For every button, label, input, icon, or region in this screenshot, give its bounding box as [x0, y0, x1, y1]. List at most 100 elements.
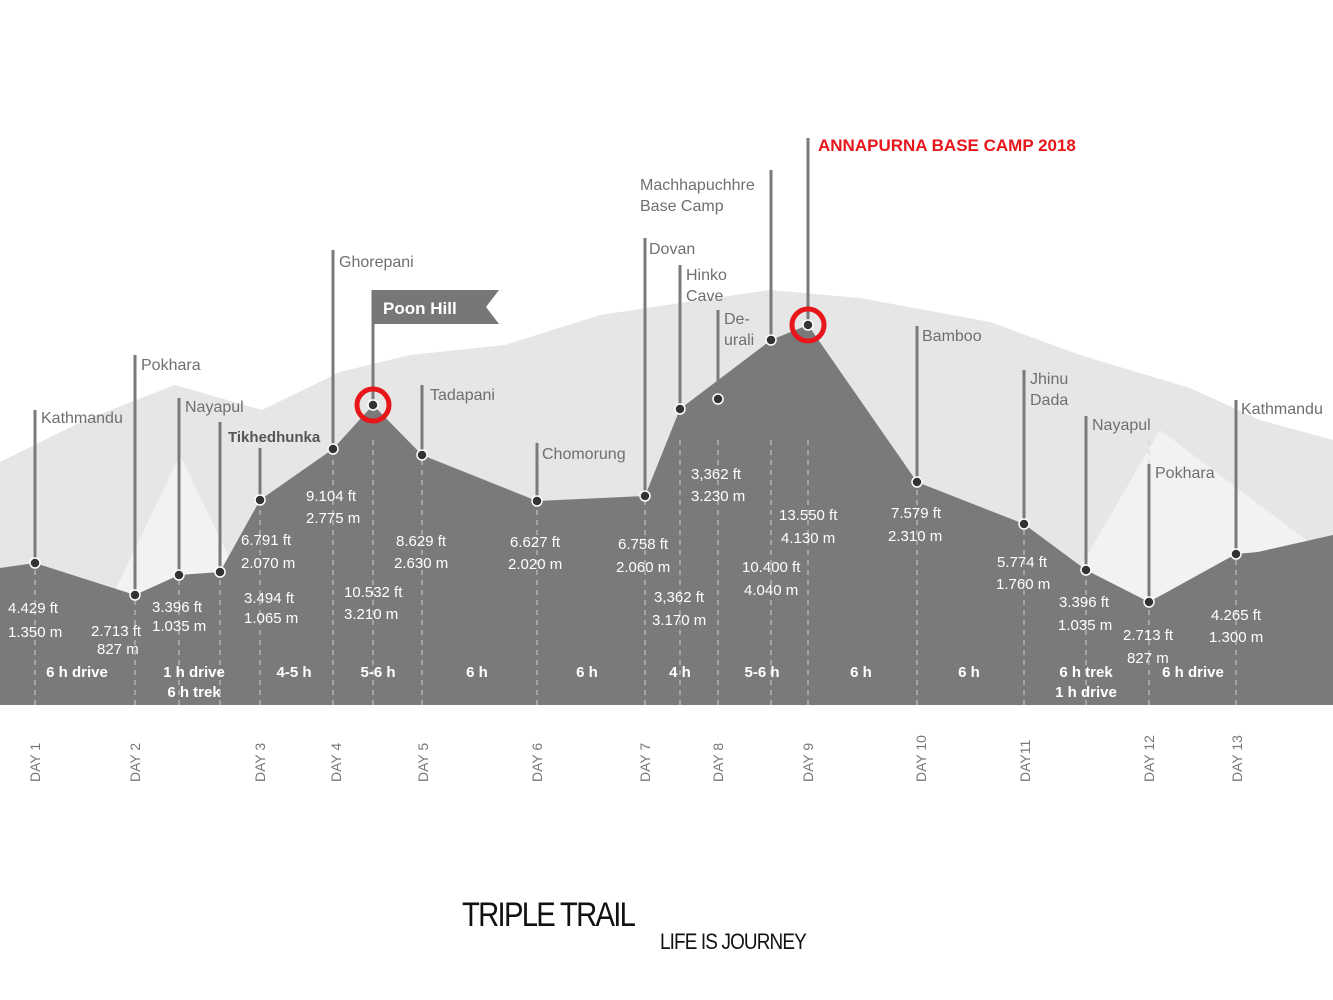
stop-marker	[327, 443, 339, 455]
stop-name: Dada	[1030, 392, 1068, 409]
duration-label: 4-5 h	[276, 664, 311, 681]
day-label: DAY 13	[1229, 735, 1245, 782]
elevation-m: 2.310 m	[888, 528, 942, 545]
elevation-ft: 5.774 ft	[997, 554, 1048, 571]
elevation-ft: 13.550 ft	[779, 507, 838, 524]
elevation-ft: 3,362 ft	[654, 589, 705, 606]
elevation-ft: 6.791 ft	[241, 532, 292, 549]
stop-marker	[712, 393, 724, 405]
stop-marker	[173, 569, 185, 581]
elevation-m: 4.040 m	[744, 582, 798, 599]
stop-name: Chomorung	[542, 446, 626, 463]
day-label: DAY 8	[710, 743, 726, 782]
elevation-ft: 3.396 ft	[152, 599, 203, 616]
stop-marker	[765, 334, 777, 346]
day-labels: DAY 1 DAY 2 DAY 3 DAY 4 DAY 5 DAY 6 DAY 7 DAY 8…	[27, 735, 1245, 782]
chart-title: ANNAPURNA BASE CAMP 2018	[818, 136, 1076, 155]
stop-name: Base Camp	[640, 198, 724, 215]
stop-marker	[911, 476, 923, 488]
duration-label: 4 h	[669, 664, 691, 681]
day-label: DAY 2	[127, 743, 143, 782]
flag-shape	[372, 290, 499, 324]
logo-line2: LIFE IS JOURNEY	[660, 929, 807, 954]
stop-marker	[129, 589, 141, 601]
highlight-ring-poon-hill	[354, 386, 392, 424]
day-label: DAY 10	[913, 735, 929, 782]
day-label: DAY 12	[1141, 735, 1157, 782]
elevation-ft: 7.579 ft	[891, 505, 942, 522]
elevation-ft: 8.629 ft	[396, 533, 447, 550]
stop-name: Pokhara	[1155, 465, 1215, 482]
stop-name: Kathmandu	[41, 410, 123, 427]
duration-label: 6 h	[958, 664, 980, 681]
day-label: DAY 6	[529, 743, 545, 782]
poon-hill-flag: Poon Hill	[372, 290, 499, 324]
elevation-ft: 3.396 ft	[1059, 594, 1110, 611]
duration-label: 5-6 h	[744, 664, 779, 681]
elevation-m: 827 m	[1127, 650, 1169, 667]
stop-marker	[29, 557, 41, 569]
elevation-ft: 6.758 ft	[618, 536, 669, 553]
highlight-ring-base-camp	[789, 306, 827, 344]
duration-label: 1 h drive	[1055, 684, 1117, 701]
stop-marker	[1143, 596, 1155, 608]
elevation-ft: 10.400 ft	[742, 559, 801, 576]
elevation-m: 1.035 m	[1058, 617, 1112, 634]
duration-label: 6 h	[576, 664, 598, 681]
stop-marker	[639, 490, 651, 502]
stop-name: Ghorepani	[339, 254, 414, 271]
elevation-ft: 2.713 ft	[1123, 627, 1174, 644]
elevation-m: 2.070 m	[241, 555, 295, 572]
durations: 6 h drive 1 h drive 6 h trek 4-5 h 5-6 h 6 h 6…	[46, 664, 1224, 701]
elevation-ft: 10.532 ft	[344, 584, 403, 601]
elevation-m: 2.775 m	[306, 510, 360, 527]
elevation-m: 2.630 m	[394, 555, 448, 572]
stop-name: Kathmandu	[1241, 401, 1323, 418]
stop-marker	[254, 494, 266, 506]
duration-label: 6 h trek	[1059, 664, 1113, 681]
day-label: DAY 1	[27, 743, 43, 782]
elevation-ft: 4.429 ft	[8, 600, 59, 617]
stop-name: Hinko	[686, 267, 727, 284]
elevation-m: 3.210 m	[344, 606, 398, 623]
elevation-m: 1.065 m	[244, 610, 298, 627]
elevation-m: 2.020 m	[508, 556, 562, 573]
stop-name: Tadapani	[430, 387, 495, 404]
day-label: DAY 9	[800, 743, 816, 782]
duration-label: 6 h drive	[1162, 664, 1224, 681]
duration-label: 5-6 h	[360, 664, 395, 681]
stop-name: Nayapul	[185, 399, 244, 416]
elevation-m: 1.760 m	[996, 576, 1050, 593]
duration-label: 6 h	[850, 664, 872, 681]
stop-markers	[29, 306, 1242, 608]
stop-name: urali	[724, 332, 754, 349]
day-label: DAY 3	[252, 743, 268, 782]
stop-name: Tikhedhunka	[228, 429, 321, 446]
elevation-m: 1.300 m	[1209, 629, 1263, 646]
duration-label: 6 h trek	[167, 684, 221, 701]
stop-marker	[674, 403, 686, 415]
day-label: DAY 5	[415, 743, 431, 782]
stop-marker	[367, 399, 379, 411]
flag-label: Poon Hill	[383, 299, 457, 318]
elevation-ft: 4.265 ft	[1211, 607, 1262, 624]
elevation-m: 2.060 m	[616, 559, 670, 576]
logo: TRIPLE TRAIL LIFE IS JOURNEY	[462, 896, 882, 956]
stop-name: Dovan	[649, 241, 695, 258]
stop-marker	[1018, 518, 1030, 530]
elevation-m: 1.350 m	[8, 624, 62, 641]
day-label: DAY 7	[637, 743, 653, 782]
elevation-ft: 3,362 ft	[691, 466, 742, 483]
stop-marker	[802, 319, 814, 331]
elevation-ft: 6.627 ft	[510, 534, 561, 551]
duration-label: 6 h	[466, 664, 488, 681]
elevation-ft: 9.104 ft	[306, 488, 357, 505]
stop-marker	[1230, 548, 1242, 560]
elevation-ft: 3.494 ft	[244, 590, 295, 607]
elevation-m: 827 m	[97, 641, 139, 658]
stop-name: De-	[724, 311, 750, 328]
stop-marker	[1080, 564, 1092, 576]
stop-names: Kathmandu Pokhara Nayapul Tikhedhunka Ghorep…	[41, 177, 1323, 482]
stop-marker	[416, 449, 428, 461]
